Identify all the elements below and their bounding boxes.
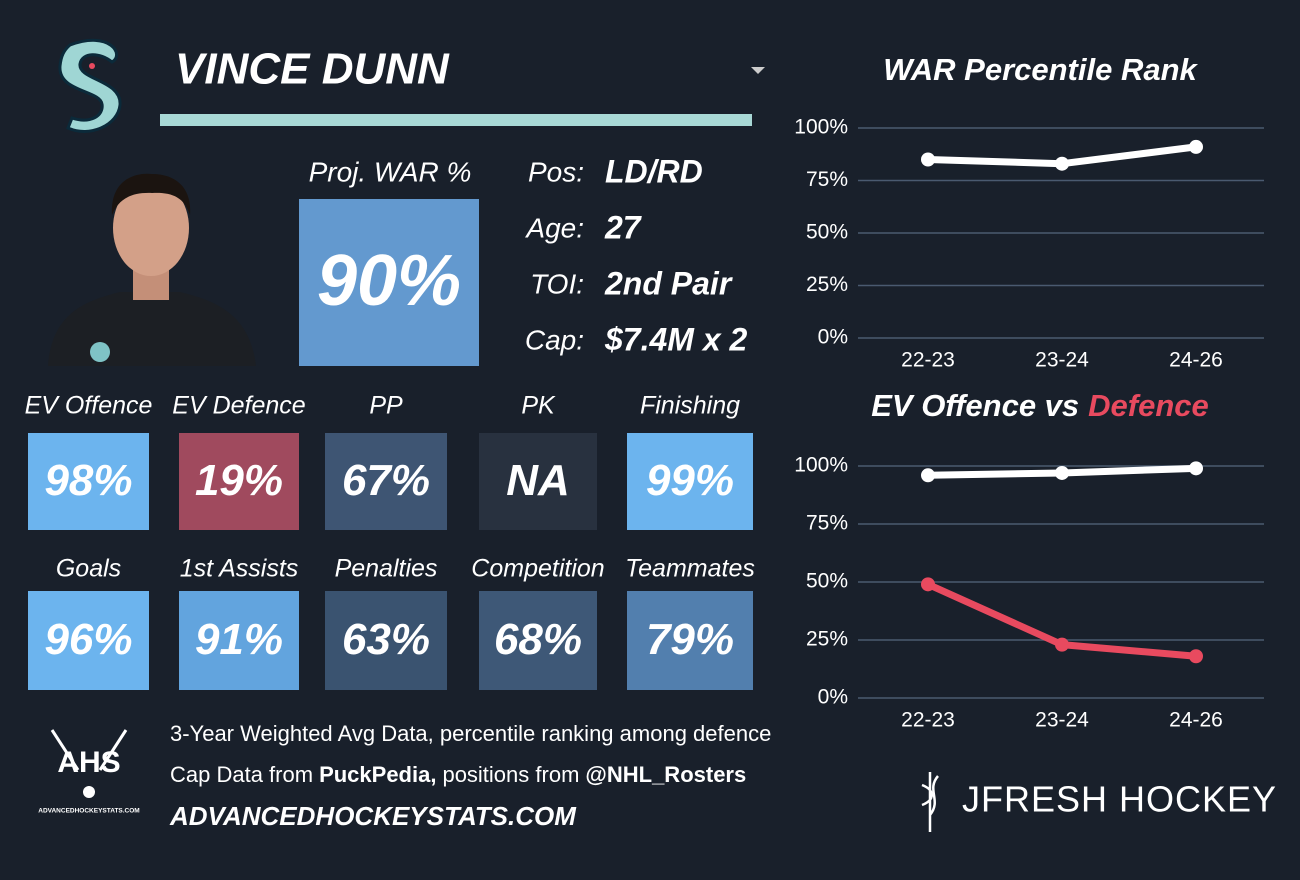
y-tick-label: 75%	[806, 512, 848, 535]
tile-label: Teammates	[625, 555, 755, 583]
data-point	[1189, 139, 1203, 154]
tile	[479, 591, 597, 690]
team-logo	[58, 38, 122, 133]
bio-label: Cap:	[525, 324, 584, 355]
x-tick-label: 22-23	[901, 709, 955, 732]
data-point	[1189, 649, 1203, 664]
tile-label: EV Defence	[172, 392, 305, 420]
chart-title: EV Offence vs Defence	[871, 388, 1209, 423]
y-tick-label: 0%	[818, 326, 848, 349]
x-tick-label: 23-24	[1035, 709, 1089, 732]
footer-note: 3-Year Weighted Avg Data, percentile ran…	[170, 721, 771, 746]
tile-value: NA	[506, 456, 570, 505]
brand-name: JFRESH HOCKEY	[962, 779, 1277, 820]
tile-value: 67%	[342, 456, 430, 505]
bio-label: Age:	[524, 212, 584, 243]
bio: Pos: LD/RD Age: 27 TOI: 2nd Pair Cap: $7.4M x 2	[524, 153, 747, 357]
y-tick-label: 25%	[806, 273, 848, 296]
tile-value: 19%	[195, 456, 283, 505]
data-point	[1055, 156, 1069, 171]
proj-war-value: 90%	[317, 241, 461, 321]
bio-value: 27	[604, 209, 643, 245]
bio-value: 2nd Pair	[604, 265, 733, 301]
ahs-logo-sub: ADVANCEDHOCKEYSTATS.COM	[38, 808, 139, 815]
charts: WAR Percentile Rank 0% 25% 50% 75% 100% 22-23 2…	[794, 52, 1264, 732]
tile-label: Finishing	[640, 392, 740, 420]
player-name: VINCE DUNN	[175, 45, 450, 94]
tile-label: PK	[521, 392, 556, 420]
stat-tiles: EV Offence 98% EV Defence 19% PP 67% PK NA Finis…	[25, 392, 755, 690]
source-link[interactable]: PuckPedia,	[319, 762, 436, 787]
source-text: Cap Data from	[170, 762, 313, 787]
tile	[325, 433, 447, 530]
x-tick-label: 24-26	[1169, 709, 1223, 732]
tile-label: 1st Assists	[180, 555, 299, 583]
tile-value: 96%	[44, 615, 132, 664]
ahs-logo-text: AHS	[57, 746, 120, 779]
data-point	[1189, 461, 1203, 476]
tile	[325, 591, 447, 690]
tile	[28, 591, 149, 690]
tile-label: Penalties	[335, 555, 438, 583]
y-tick-label: 100%	[794, 454, 848, 477]
data-point	[1055, 465, 1069, 480]
tile	[479, 433, 597, 530]
footer-sources: Cap Data from PuckPedia, positions from @NH…	[170, 762, 746, 787]
x-tick-label: 23-24	[1035, 349, 1089, 372]
tile	[179, 591, 299, 690]
tile-label: EV Offence	[25, 392, 153, 420]
chart-title-text: WAR Percentile Rank	[883, 52, 1198, 87]
chart-title-text: EV Offence vs	[871, 388, 1079, 423]
bio-label: TOI:	[530, 268, 584, 299]
x-tick-label: 24-26	[1169, 349, 1223, 372]
name-underline	[160, 114, 752, 126]
dropdown[interactable]	[751, 67, 765, 74]
y-tick-label: 50%	[806, 570, 848, 593]
proj-war-label: Proj. WAR %	[309, 156, 472, 187]
tile-label: PP	[369, 392, 403, 420]
tile	[627, 591, 753, 690]
source-link[interactable]: @NHL_Rosters	[585, 762, 746, 787]
tile	[28, 433, 149, 530]
chart-title: WAR Percentile Rank	[883, 52, 1198, 87]
x-tick-label: 22-23	[901, 349, 955, 372]
tile	[627, 433, 753, 530]
tile-value: 91%	[195, 615, 283, 664]
tile-label: Competition	[471, 555, 604, 583]
data-point	[921, 577, 935, 592]
y-tick-label: 25%	[806, 628, 848, 651]
tile-value: 79%	[646, 615, 734, 664]
data-point	[921, 468, 935, 483]
site-url[interactable]: ADVANCEDHOCKEYSTATS.COM	[169, 801, 577, 831]
tile-value: 68%	[494, 615, 582, 664]
tile-value: 99%	[646, 456, 734, 505]
brand-logo: JFRESH HOCKEY	[921, 772, 1277, 832]
bio-value: LD/RD	[605, 153, 703, 189]
proj-war-box	[299, 199, 479, 366]
ahs-logo: AHS ADVANCEDHOCKEYSTATS.COM	[38, 729, 140, 815]
y-tick-label: 50%	[806, 221, 848, 244]
tile-value: 63%	[342, 615, 430, 664]
bio-value: $7.4M x 2	[604, 321, 748, 357]
player-photo	[48, 173, 256, 366]
y-tick-label: 0%	[818, 686, 848, 709]
bio-label: Pos:	[528, 156, 584, 187]
y-tick-label: 100%	[794, 116, 848, 139]
source-text: positions from	[442, 762, 579, 787]
tile-value: 98%	[44, 456, 132, 505]
tile	[179, 433, 299, 530]
data-point	[1055, 637, 1069, 652]
chart-title-highlight: Defence	[1088, 388, 1209, 423]
data-point	[921, 152, 935, 167]
tile-label: Goals	[56, 555, 121, 583]
y-tick-label: 75%	[806, 168, 848, 191]
